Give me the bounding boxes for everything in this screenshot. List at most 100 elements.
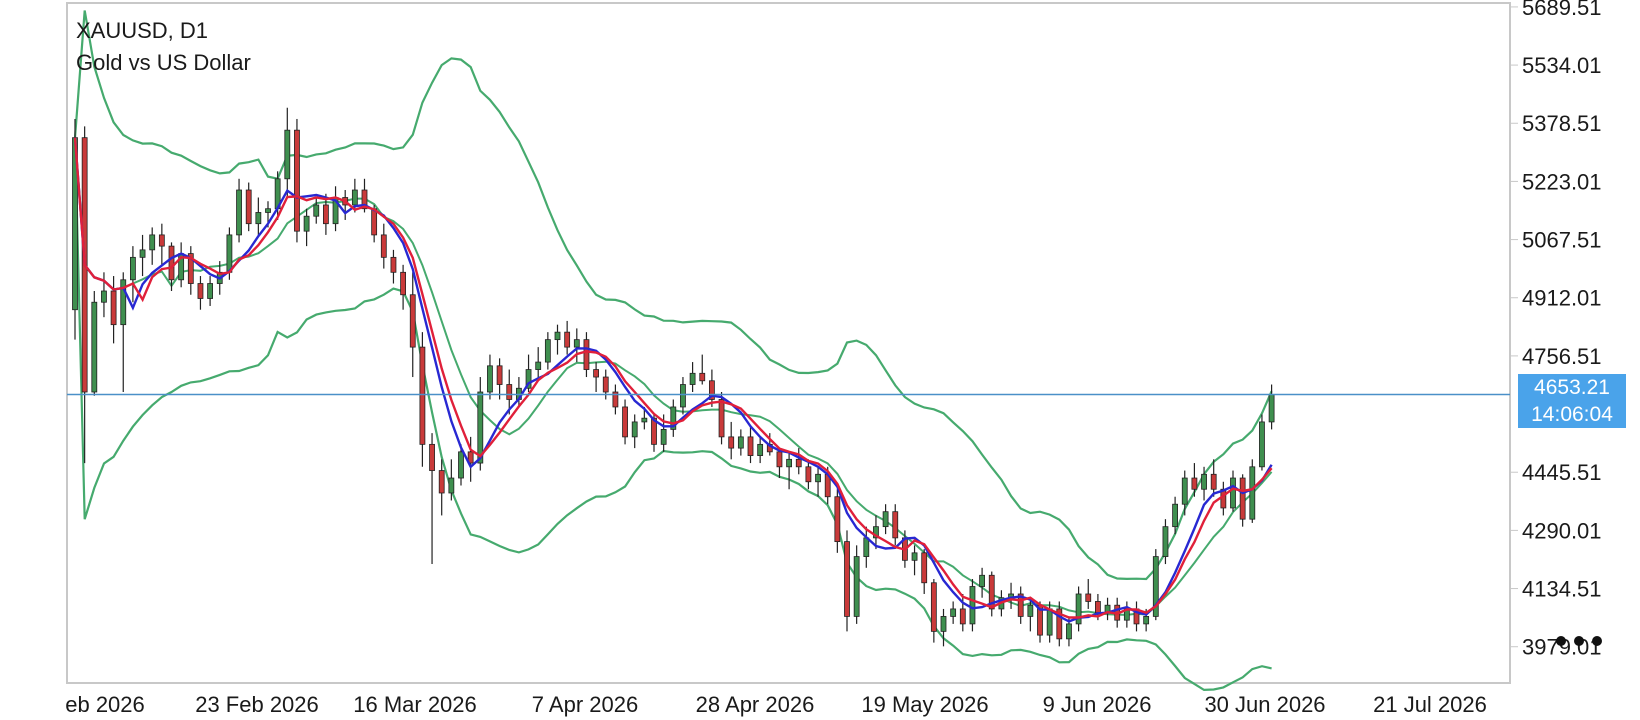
bull-candle bbox=[130, 257, 135, 279]
bull-candle bbox=[266, 209, 271, 213]
bear-candle bbox=[603, 377, 608, 392]
bull-candle bbox=[1144, 616, 1149, 623]
bull-candle bbox=[545, 340, 550, 362]
x-tick-label: 21 Jul 2026 bbox=[1373, 692, 1487, 717]
bear-candle bbox=[893, 512, 898, 538]
bull-candle bbox=[941, 616, 946, 631]
bear-candle bbox=[430, 444, 435, 470]
bear-candle bbox=[700, 373, 705, 380]
bull-candle bbox=[680, 385, 685, 407]
bull-candle bbox=[449, 478, 454, 493]
y-tick-label: 4912.01 bbox=[1522, 286, 1602, 311]
bear-candle bbox=[246, 190, 251, 224]
bull-candle bbox=[304, 216, 309, 231]
bull-candle bbox=[738, 437, 743, 448]
y-tick-label: 4756.51 bbox=[1522, 344, 1602, 369]
bull-candle bbox=[1173, 504, 1178, 526]
ma-blue-line bbox=[75, 138, 1272, 622]
bull-candle bbox=[140, 250, 145, 257]
y-tick-label: 5378.51 bbox=[1522, 111, 1602, 136]
dot bbox=[1592, 636, 1602, 646]
ma-red-line bbox=[75, 138, 1272, 618]
bull-candle bbox=[352, 190, 357, 205]
chart-title-symbol: XAUUSD, D1 bbox=[76, 18, 208, 44]
bull-candle bbox=[1269, 395, 1274, 422]
candlesticks bbox=[73, 108, 1275, 647]
x-tick-label: 30 Jun 2026 bbox=[1204, 692, 1325, 717]
x-tick-label: 19 May 2026 bbox=[861, 692, 988, 717]
bear-candle bbox=[565, 332, 570, 347]
bear-candle bbox=[1086, 594, 1091, 601]
bull-candle bbox=[208, 284, 213, 299]
bear-candle bbox=[401, 272, 406, 294]
bear-candle bbox=[845, 542, 850, 617]
bull-candle bbox=[1231, 478, 1236, 508]
bull-candle bbox=[1182, 478, 1187, 504]
bear-candle bbox=[623, 407, 628, 437]
bull-candle bbox=[1047, 609, 1052, 635]
x-tick-label: 16 Mar 2026 bbox=[353, 692, 477, 717]
y-tick-label: 5534.01 bbox=[1522, 53, 1602, 78]
bar-countdown: 14:06:04 bbox=[1518, 401, 1626, 428]
y-tick-label: 4445.51 bbox=[1522, 460, 1602, 485]
bull-candle bbox=[758, 444, 763, 455]
bear-candle bbox=[1240, 478, 1245, 519]
bull-candle bbox=[854, 557, 859, 617]
bear-candle bbox=[420, 347, 425, 444]
bull-candle bbox=[632, 422, 637, 437]
bull-candle bbox=[661, 429, 666, 444]
bear-candle bbox=[381, 235, 386, 257]
bull-candle bbox=[92, 302, 97, 392]
bear-candle bbox=[960, 609, 965, 624]
bull-candle bbox=[642, 418, 647, 422]
bear-candle bbox=[1211, 474, 1216, 489]
y-tick-label: 5689.51 bbox=[1522, 0, 1602, 20]
bull-candle bbox=[285, 130, 290, 179]
middle-band bbox=[75, 138, 1272, 615]
bear-candle bbox=[198, 284, 203, 299]
bull-candle bbox=[1259, 422, 1264, 467]
bull-candle bbox=[1028, 605, 1033, 616]
moving-averages bbox=[75, 138, 1272, 622]
bull-candle bbox=[237, 190, 242, 235]
bull-candle bbox=[227, 235, 232, 272]
y-axis: 5689.515534.015378.515223.015067.514912.… bbox=[1510, 0, 1602, 660]
y-tick-label: 4134.51 bbox=[1522, 577, 1602, 602]
y-tick-label: 5223.01 bbox=[1522, 169, 1602, 194]
bull-candle bbox=[1066, 624, 1071, 639]
bear-candle bbox=[439, 471, 444, 493]
more-dots-icon[interactable] bbox=[1556, 636, 1602, 648]
bull-candle bbox=[150, 235, 155, 250]
dot bbox=[1556, 636, 1566, 646]
bull-candle bbox=[1202, 474, 1207, 489]
bull-candle bbox=[1250, 467, 1255, 519]
x-tick-label: 23 Feb 2026 bbox=[195, 692, 319, 717]
bull-candle bbox=[555, 332, 560, 339]
plot-frame bbox=[67, 3, 1510, 683]
bear-candle bbox=[806, 467, 811, 482]
bull-candle bbox=[912, 553, 917, 560]
bear-candle bbox=[594, 370, 599, 377]
current-price-badge: 4653.21 14:06:04 bbox=[1518, 374, 1626, 428]
x-tick-label: 28 Apr 2026 bbox=[696, 692, 815, 717]
bear-candle bbox=[729, 437, 734, 448]
bear-candle bbox=[796, 459, 801, 466]
y-tick-label: 4290.01 bbox=[1522, 518, 1602, 543]
bear-candle bbox=[584, 340, 589, 370]
x-tick-label: 7 Apr 2026 bbox=[532, 692, 638, 717]
bull-candle bbox=[487, 366, 492, 392]
bull-candle bbox=[864, 538, 869, 557]
bull-candle bbox=[690, 373, 695, 384]
bear-candle bbox=[497, 366, 502, 385]
bull-candle bbox=[970, 586, 975, 623]
bear-candle bbox=[931, 583, 936, 632]
upper-band bbox=[75, 11, 1272, 580]
bull-candle bbox=[536, 362, 541, 369]
dot bbox=[1574, 636, 1584, 646]
bear-candle bbox=[922, 553, 927, 583]
bear-candle bbox=[323, 205, 328, 224]
bear-candle bbox=[372, 209, 377, 235]
bear-candle bbox=[1192, 478, 1197, 489]
chart-title-name: Gold vs US Dollar bbox=[76, 50, 251, 76]
